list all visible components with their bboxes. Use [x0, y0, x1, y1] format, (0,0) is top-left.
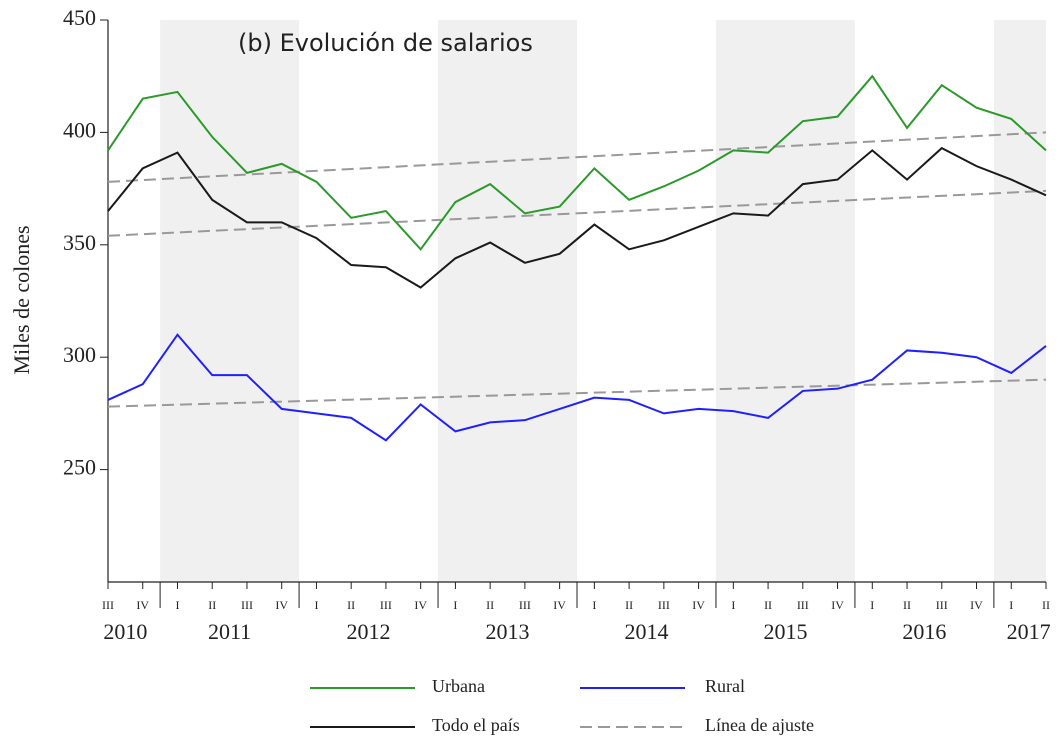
- y-tick-label: 250: [63, 455, 96, 480]
- year-label: 2013: [486, 619, 530, 644]
- x-tick-label: III: [380, 598, 392, 612]
- fit-line: [107, 131, 1047, 183]
- x-tick-label: I: [731, 598, 735, 612]
- year-shade: [438, 20, 577, 582]
- x-tick-label: IV: [414, 598, 427, 612]
- x-tick-label: III: [519, 598, 531, 612]
- x-tick-label: II: [208, 598, 216, 612]
- x-tick-label: I: [314, 598, 318, 612]
- fit-line: [107, 189, 1047, 237]
- year-shade: [715, 20, 855, 582]
- legend-label: Urbana: [432, 676, 485, 696]
- x-tick-label: I: [175, 598, 179, 612]
- y-tick-label: 300: [63, 342, 96, 367]
- year-shade: [160, 20, 300, 582]
- legend-label: Línea de ajuste: [705, 715, 814, 735]
- x-tick-label: II: [903, 598, 911, 612]
- legend-label: Todo el país: [432, 715, 520, 735]
- y-tick-label: 350: [63, 230, 96, 255]
- y-tick-label: 450: [63, 5, 96, 30]
- x-tick-label: I: [1009, 598, 1013, 612]
- x-tick-label: IV: [831, 598, 844, 612]
- x-tick-label: II: [764, 598, 772, 612]
- year-label: 2011: [208, 619, 251, 644]
- x-tick-label: IV: [136, 598, 149, 612]
- x-tick-label: III: [241, 598, 253, 612]
- legend-label: Rural: [705, 676, 745, 696]
- y-tick-label: 400: [63, 117, 96, 142]
- series-line: [107, 333, 1047, 442]
- year-label: 2012: [347, 619, 391, 644]
- year-shade: [993, 20, 1046, 582]
- x-tick-label: III: [936, 598, 948, 612]
- x-tick-label: I: [870, 598, 874, 612]
- x-tick-label: IV: [970, 598, 983, 612]
- x-tick-label: I: [592, 598, 596, 612]
- fit-line: [107, 378, 1047, 408]
- series-line: [107, 74, 1047, 251]
- x-tick-label: IV: [275, 598, 288, 612]
- year-label: 2015: [763, 619, 807, 644]
- chart-title: (b) Evolución de salarios: [238, 29, 533, 57]
- x-tick-label: IV: [553, 598, 566, 612]
- x-tick-label: IV: [692, 598, 705, 612]
- x-tick-label: II: [347, 598, 355, 612]
- x-tick-label: II: [1042, 598, 1050, 612]
- series-line: [107, 146, 1047, 289]
- x-tick-label: II: [486, 598, 494, 612]
- x-tick-label: III: [797, 598, 809, 612]
- x-tick-label: I: [453, 598, 457, 612]
- year-label: 2017: [1007, 619, 1051, 644]
- year-label: 2016: [902, 619, 946, 644]
- year-label: 2014: [624, 619, 668, 644]
- x-tick-label: II: [625, 598, 633, 612]
- y-axis-label: Miles de colones: [9, 225, 34, 374]
- x-tick-label: III: [102, 598, 114, 612]
- year-label: 2010: [103, 619, 147, 644]
- x-tick-label: III: [658, 598, 670, 612]
